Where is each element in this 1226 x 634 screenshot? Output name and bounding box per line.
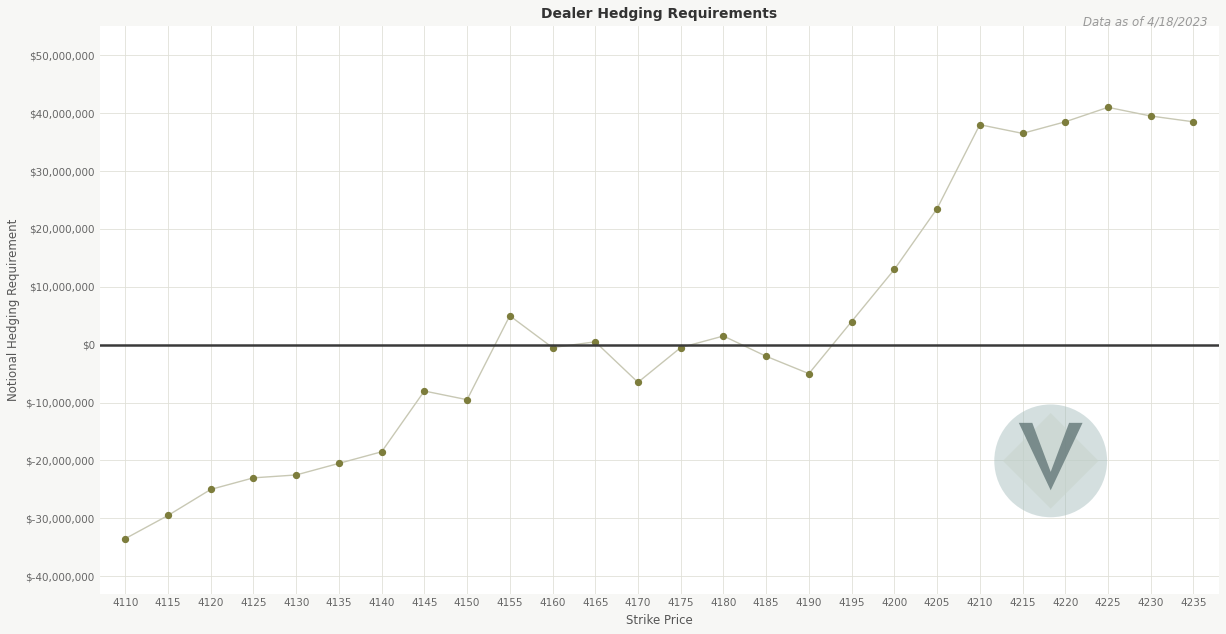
Point [201, 484, 221, 495]
Point [287, 470, 306, 480]
Title: Dealer Hedging Requirements: Dealer Hedging Requirements [541, 7, 777, 21]
Point [586, 337, 606, 347]
Text: Data as of 4/18/2023: Data as of 4/18/2023 [1083, 16, 1208, 29]
X-axis label: Strike Price: Strike Price [626, 614, 693, 627]
Point [884, 264, 904, 275]
Point [842, 316, 862, 327]
Point [543, 342, 563, 353]
Point [329, 458, 348, 469]
Y-axis label: Notional Hedging Requirement: Notional Hedging Requirement [7, 219, 20, 401]
Point [1141, 111, 1161, 121]
Point [1013, 128, 1032, 138]
Point [756, 351, 776, 361]
Polygon shape [1003, 413, 1098, 508]
Polygon shape [1019, 423, 1083, 490]
Point [927, 204, 946, 214]
Point [1098, 102, 1118, 112]
Point [970, 120, 989, 130]
Point [1056, 117, 1075, 127]
Point [414, 386, 434, 396]
Point [1183, 117, 1203, 127]
Point [115, 534, 135, 544]
Point [158, 510, 178, 521]
Point [671, 342, 690, 353]
Point [457, 394, 477, 404]
Point [371, 447, 391, 457]
Point [500, 311, 520, 321]
Point [799, 368, 819, 378]
Circle shape [994, 404, 1107, 517]
Point [714, 331, 733, 341]
Point [628, 377, 647, 387]
Point [244, 473, 264, 483]
